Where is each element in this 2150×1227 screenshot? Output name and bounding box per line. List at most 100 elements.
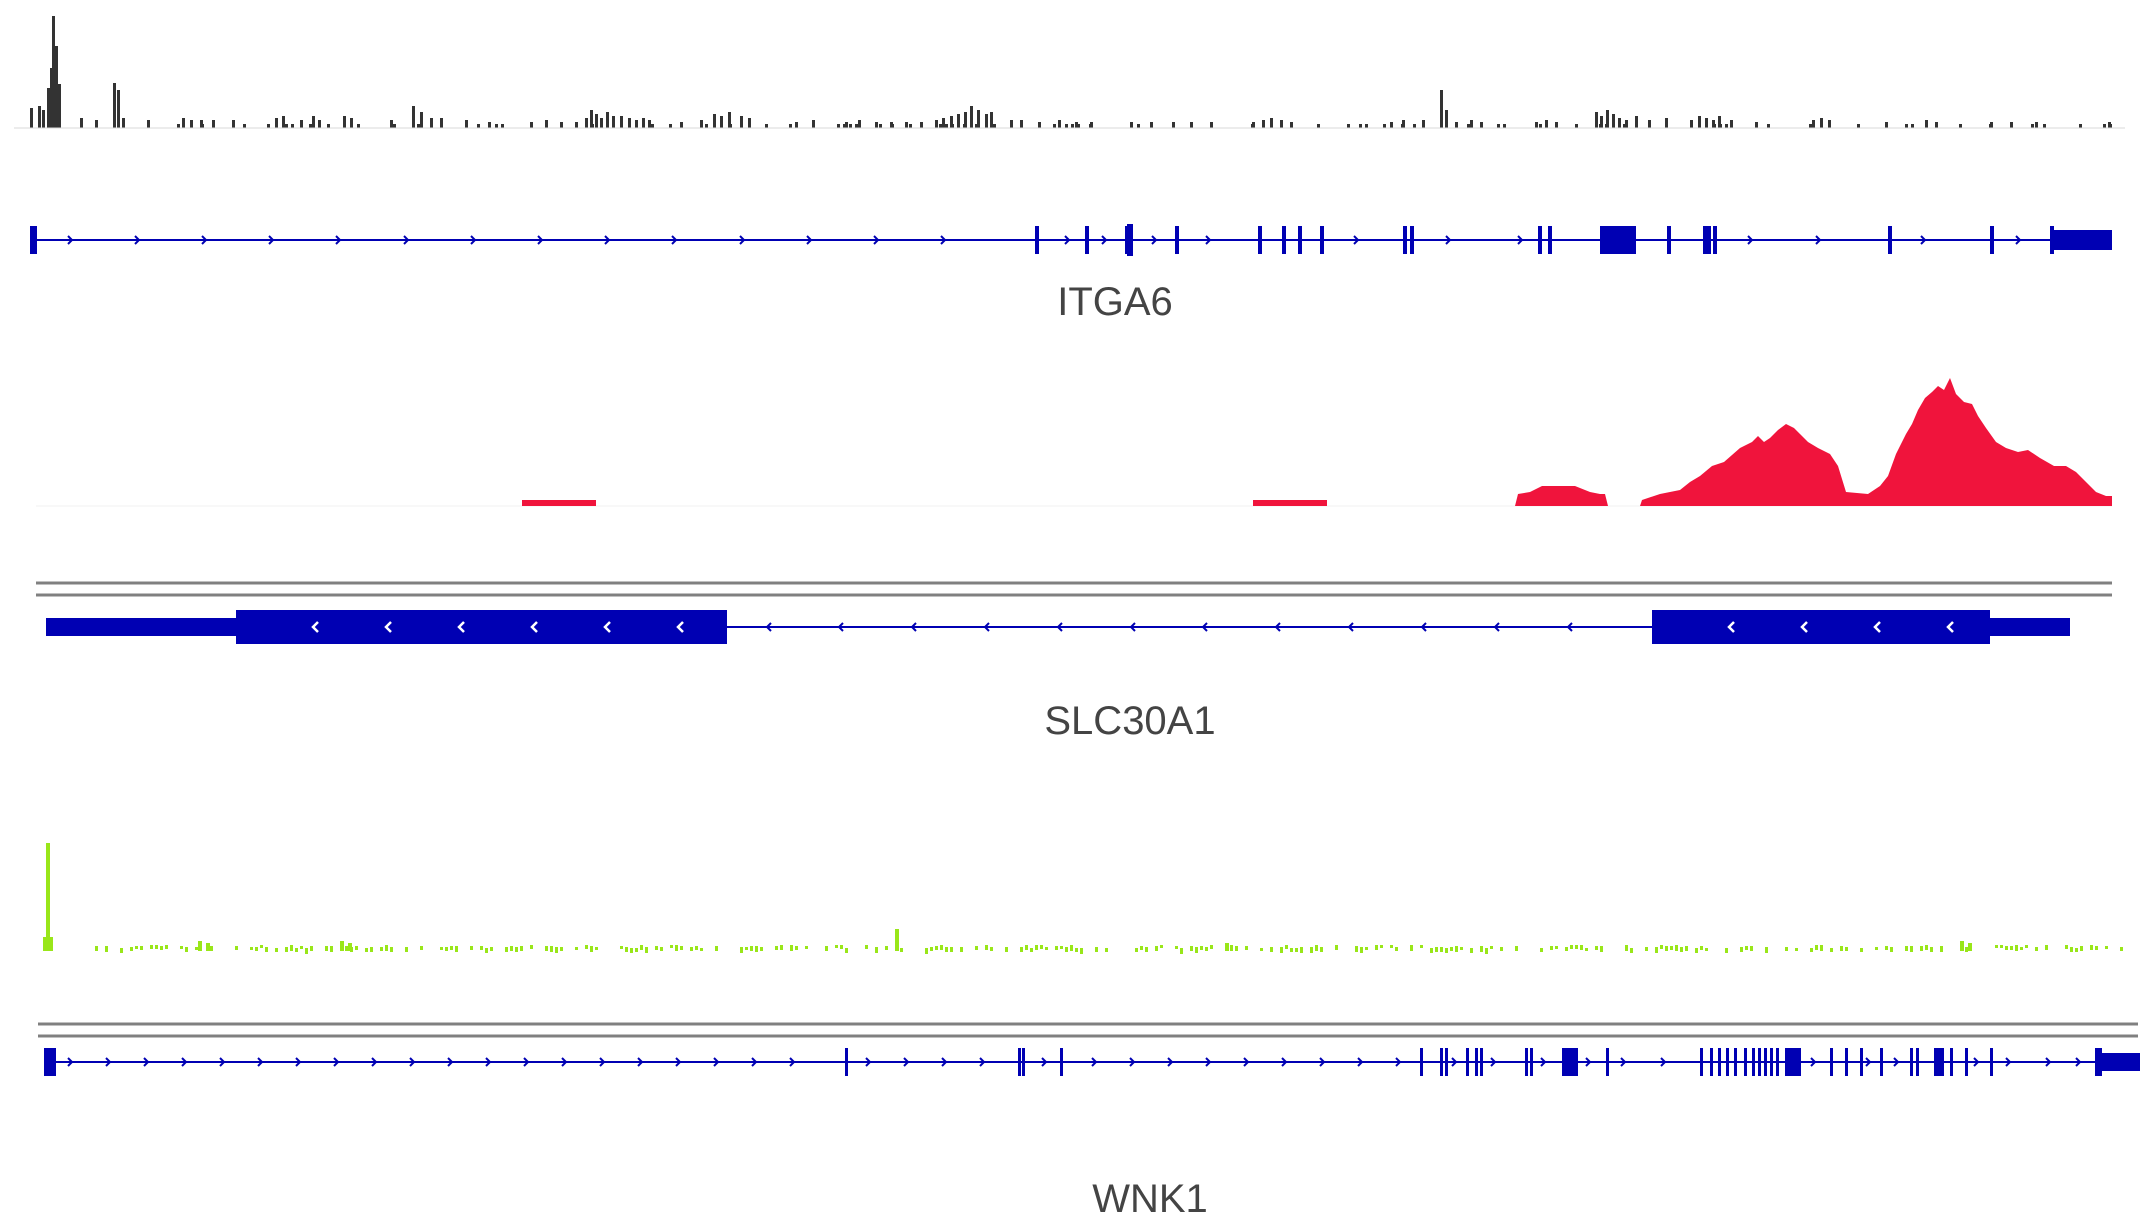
coverage-bar xyxy=(590,110,593,128)
coverage-bar xyxy=(909,124,912,128)
coverage-bar xyxy=(185,947,188,952)
coverage-bar xyxy=(1225,947,1228,951)
coverage-bar xyxy=(1359,124,1362,128)
coverage-bar xyxy=(232,120,235,128)
coverage-bar xyxy=(1071,124,1074,128)
coverage-bar xyxy=(905,122,908,128)
coverage-bar xyxy=(1190,946,1193,951)
coverage-bar xyxy=(465,120,468,128)
exon-block xyxy=(1845,1048,1848,1076)
coverage-bar xyxy=(748,118,751,128)
coverage-bar xyxy=(113,83,116,128)
coverage-bar xyxy=(445,947,448,951)
chevron-right-icon xyxy=(134,235,141,245)
coverage-bar xyxy=(147,120,150,128)
exon-block xyxy=(1600,226,1604,254)
chevron-right-icon xyxy=(2065,235,2072,245)
exon-block xyxy=(1707,226,1711,254)
exon-block xyxy=(1710,1048,1713,1076)
chevron-right-icon xyxy=(2075,1057,2082,1067)
coverage-bar xyxy=(1290,948,1293,952)
coverage-bar xyxy=(1690,120,1693,128)
coverage-bar xyxy=(1020,947,1023,952)
coverage-bar xyxy=(1485,948,1488,954)
chevron-right-icon xyxy=(806,235,813,245)
coverage-bar xyxy=(455,946,458,952)
coverage-bar xyxy=(1038,122,1041,128)
coverage-bar xyxy=(2020,947,2023,950)
coverage-bar xyxy=(1885,122,1888,128)
coverage-bar xyxy=(206,943,210,951)
chevron-right-icon xyxy=(1129,1057,1136,1067)
coverage-bar xyxy=(1310,947,1313,953)
exon-block xyxy=(1538,226,1542,254)
coverage-bar xyxy=(1450,947,1453,951)
coverage-bar xyxy=(1401,124,1404,128)
exon-block xyxy=(1990,226,1994,254)
coverage-bar xyxy=(285,947,288,952)
coverage-bar xyxy=(1300,947,1303,953)
coverage-bar xyxy=(1545,124,1548,128)
coverage-bar xyxy=(950,116,953,128)
chevron-right-icon xyxy=(523,1057,530,1067)
chevron-right-icon xyxy=(1490,1057,1497,1067)
coverage-bar xyxy=(690,947,693,951)
coverage-bar xyxy=(330,946,333,952)
coverage-bar xyxy=(1828,120,1831,128)
coverage-bar xyxy=(849,124,852,128)
coverage-bar xyxy=(1210,122,1213,128)
chevron-right-icon xyxy=(1167,1057,1174,1067)
coverage-bar xyxy=(1335,945,1338,950)
coverage-bar xyxy=(95,120,98,128)
coverage-bar xyxy=(291,124,294,128)
coverage-bar xyxy=(327,124,330,128)
coverage-bar xyxy=(495,124,498,128)
exon-block xyxy=(1480,1048,1483,1076)
coverage-bar xyxy=(2075,948,2078,952)
coverage-bar xyxy=(1840,946,1843,951)
coverage-bar xyxy=(635,120,638,128)
coverage-bar xyxy=(1820,118,1823,128)
coverage-bar xyxy=(1365,124,1368,128)
coverage-bar xyxy=(1612,114,1615,128)
coverage-bar xyxy=(625,947,628,952)
exon-block xyxy=(1652,610,1990,644)
exon-block xyxy=(1703,226,1707,254)
coverage-bar xyxy=(122,118,125,128)
coverage-bar xyxy=(695,946,698,950)
coverage-bar xyxy=(390,947,393,952)
exon-block xyxy=(1403,226,1407,254)
coverage-bar xyxy=(858,120,861,128)
coverage-bar xyxy=(790,945,793,951)
coverage-bar xyxy=(1705,118,1708,128)
chevron-left-icon xyxy=(1946,621,1954,633)
coverage-bar xyxy=(1695,948,1698,953)
coverage-bar xyxy=(1700,946,1703,950)
coverage-bar xyxy=(300,946,303,949)
coverage-bar xyxy=(501,124,504,128)
coverage-bar xyxy=(1705,948,1708,951)
wnk1-track-separator xyxy=(38,1022,2138,1038)
coverage-bar xyxy=(2010,122,2013,128)
itga6-gene-label: ITGA6 xyxy=(1057,280,1173,324)
coverage-bar xyxy=(1460,947,1463,950)
coverage-bar xyxy=(1740,947,1743,952)
coverage-bar xyxy=(585,118,588,128)
coverage-bar xyxy=(2000,945,2003,948)
coverage-bar xyxy=(1445,110,1448,128)
exon-block xyxy=(1752,1048,1755,1076)
coverage-bar xyxy=(575,947,578,950)
coverage-bar xyxy=(595,947,598,950)
coverage-bar xyxy=(1595,112,1598,128)
coverage-bar xyxy=(1135,948,1138,952)
coverage-bar xyxy=(1180,948,1183,954)
coverage-bar xyxy=(1295,948,1298,952)
coverage-bar xyxy=(1618,118,1621,128)
coverage-bar xyxy=(50,68,53,128)
coverage-bar xyxy=(939,124,942,128)
coverage-bar xyxy=(1230,945,1233,951)
coverage-bar xyxy=(58,84,61,128)
coverage-bar xyxy=(855,124,858,128)
coverage-bar xyxy=(1660,945,1663,949)
slc30a1-gene-label: SLC30A1 xyxy=(1044,699,1215,743)
